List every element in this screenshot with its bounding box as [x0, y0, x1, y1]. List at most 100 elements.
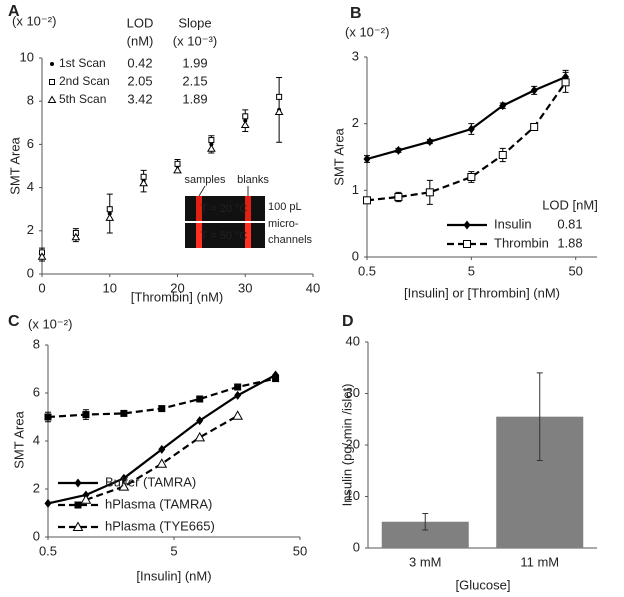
marker [140, 173, 147, 180]
legend-lod: 2.05 [127, 73, 152, 88]
marker [234, 390, 242, 400]
marker [196, 416, 204, 426]
marker [232, 410, 244, 420]
legend-label: Buffer (TAMRA) [105, 474, 196, 489]
marker [499, 101, 507, 111]
y-tick-label: 2 [27, 222, 34, 237]
marker [80, 494, 92, 504]
marker [44, 413, 52, 421]
marker [106, 206, 113, 213]
x-tick-label: 0 [38, 280, 45, 295]
x-axis-title: [Glucose] [456, 577, 511, 592]
marker [37, 252, 47, 260]
legend-lod: 0.42 [127, 55, 152, 70]
marker [467, 173, 476, 181]
annotation: T = 50 °C [201, 230, 248, 242]
marker [118, 481, 130, 491]
marker [120, 409, 128, 417]
y-tick-label: 4 [33, 432, 40, 447]
y-tick-label: 30 [346, 385, 360, 400]
marker [276, 93, 283, 100]
error-bar [536, 372, 543, 461]
marker [426, 137, 434, 147]
y-axis-title: SMT Area [7, 136, 22, 194]
scale-label: (x 10⁻²) [12, 13, 56, 28]
marker [530, 85, 538, 95]
y-tick-label: 2 [33, 480, 40, 495]
y-tick-label: 2 [352, 115, 359, 130]
y-tick-label: 6 [33, 384, 40, 399]
y-axis-title: SMT Area [331, 127, 346, 185]
marker [50, 62, 54, 66]
y-tick-label: 10 [346, 488, 360, 503]
marker [196, 395, 204, 403]
marker [158, 444, 166, 454]
legend-header: (nM) [127, 33, 154, 48]
annotation: micro- [268, 218, 299, 230]
marker [174, 160, 181, 167]
x-tick-label: 50 [293, 543, 307, 558]
y-tick-label: 6 [27, 136, 34, 151]
panel-letter: A [8, 3, 20, 20]
marker [394, 145, 402, 155]
marker [363, 154, 371, 164]
marker [139, 178, 148, 187]
legend-header: Slope [178, 15, 211, 30]
legend-header: (x 10⁻³) [173, 33, 217, 48]
marker [274, 107, 284, 115]
legend-lod: 0.81 [557, 216, 582, 231]
marker [272, 375, 280, 383]
marker [44, 498, 52, 508]
annotation: 100 pL [268, 201, 302, 213]
marker [561, 78, 570, 87]
legend-label: hPlasma (TYE665) [105, 518, 215, 533]
x-tick-label: 30 [238, 280, 252, 295]
legend-lod: 3.42 [127, 91, 152, 106]
marker [120, 473, 128, 483]
x-axis-title: [Thrombin] (nM) [131, 289, 223, 304]
legend-label: 1st Scan [59, 56, 106, 70]
error-bar [422, 512, 429, 531]
legend-label: hPlasma (TAMRA) [105, 496, 212, 511]
y-tick-label: 0 [27, 265, 34, 280]
panel-letter: C [8, 313, 20, 330]
legend-label: 5th Scan [59, 92, 106, 106]
x-tick-label: 5 [170, 543, 177, 558]
marker [74, 501, 82, 509]
annotation: blanks [237, 174, 269, 186]
y-tick-label: 1 [352, 182, 359, 197]
marker [425, 188, 434, 197]
series-line [366, 81, 567, 202]
marker [208, 137, 215, 144]
panel-letter: B [350, 5, 362, 22]
x-tick-label: 40 [306, 280, 320, 295]
inset-image [185, 185, 265, 248]
annotation: T = 20 °C [201, 203, 248, 215]
marker [234, 383, 242, 391]
y-axis-title: Insulin (pg/ min /islet) [339, 384, 354, 507]
marker [158, 405, 166, 413]
marker [242, 113, 249, 120]
marker [463, 240, 471, 248]
annotation: samples [185, 174, 226, 186]
marker [71, 232, 81, 241]
legend-slope: 1.89 [182, 91, 207, 106]
marker [363, 196, 371, 205]
legend-header: LOD [127, 15, 154, 30]
marker [49, 79, 55, 85]
marker [530, 123, 539, 131]
y-tick-label: 8 [27, 93, 34, 108]
legend-header: LOD [nM] [542, 197, 598, 212]
series-line [85, 414, 239, 501]
y-tick-label: 0 [352, 248, 359, 263]
annotation: channels [268, 234, 313, 246]
marker [72, 521, 84, 531]
x-tick-label: 20 [170, 280, 184, 295]
scale-label: (x 10⁻²) [345, 24, 389, 39]
marker [173, 165, 182, 174]
marker [156, 458, 168, 468]
y-tick-label: 10 [20, 49, 34, 64]
legend-label: 2nd Scan [59, 74, 110, 88]
x-tick-label: 0.5 [39, 543, 57, 558]
